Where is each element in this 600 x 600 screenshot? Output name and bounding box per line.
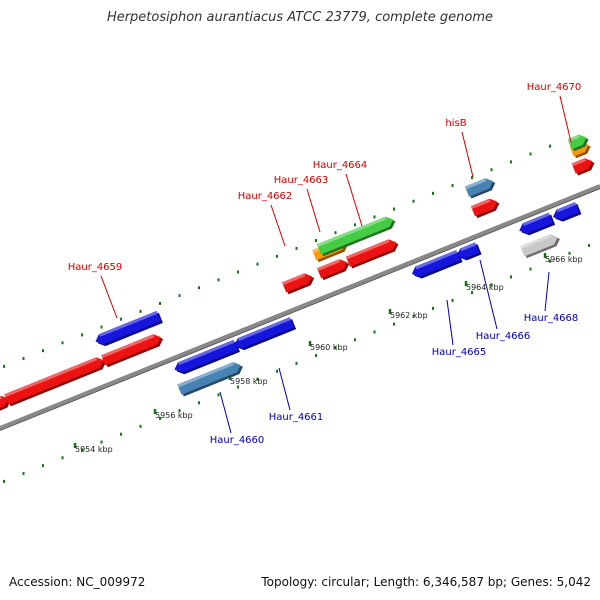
leader-line	[461, 131, 474, 178]
gene-arrow-highlight	[556, 202, 577, 213]
kbp-label: 5956 kbp	[155, 411, 193, 420]
gene-arrow-highlight	[177, 339, 235, 366]
gene-arrow	[456, 242, 482, 261]
gene-arrow	[316, 216, 396, 257]
gene-arrow	[571, 158, 595, 176]
gene-arrow	[520, 234, 560, 259]
gene-arrow-highlight	[317, 259, 341, 271]
label-leader-lines	[100, 95, 572, 434]
gene-arrow-highlight	[282, 273, 306, 286]
gene-arrow-highlight	[237, 317, 291, 341]
gene-label: Haur_4670	[527, 82, 582, 93]
gene-arrow-body	[520, 234, 558, 257]
leader-line	[270, 204, 286, 247]
leader-line	[278, 367, 291, 411]
gene-arrow-body	[234, 317, 294, 349]
gene-arrow-body	[177, 362, 241, 395]
gene-arrow-highlight	[415, 250, 458, 270]
gene-arrow	[464, 178, 496, 199]
gene-arrow-body	[519, 212, 553, 234]
gene-label: hisB	[445, 118, 466, 129]
gene-arrow-highlight	[316, 216, 387, 248]
gene-arrow-highlight	[345, 239, 390, 260]
gene-arrow-body	[470, 198, 498, 217]
kbp-label: 5954 kbp	[75, 445, 113, 454]
leader-line	[544, 271, 550, 312]
gene-arrow-body	[95, 310, 161, 345]
gene-arrow-body	[411, 250, 461, 277]
gene-arrow	[177, 362, 243, 397]
gene-label: Haur_4661	[269, 412, 324, 423]
gene-label: Haur_4664	[313, 160, 368, 171]
gene-arrow	[95, 310, 163, 347]
leader-line	[345, 173, 363, 227]
gene-arrow	[552, 202, 582, 222]
gene-arrow	[282, 273, 315, 295]
gene-arrow	[317, 259, 350, 281]
gene-label: Haur_4663	[274, 175, 329, 186]
tick-marks: 5954 kbp 5956 kbp 5958 kbp 5960 kbp 5962 kbp…	[3, 144, 590, 483]
accession-text: Accession: NC_009972	[9, 575, 146, 589]
gene-arrow	[470, 198, 500, 219]
gene-arrow	[4, 357, 107, 407]
gene-arrow-body	[101, 334, 161, 366]
genome-backbone	[0, 184, 600, 431]
kbp-label: 5966 kbp	[545, 255, 583, 264]
leader-line	[100, 275, 118, 319]
backbone-line	[0, 184, 600, 430]
gene-arrow-highlight	[522, 212, 550, 227]
gene-arrow-body	[0, 395, 9, 409]
gene-arrow-highlight	[464, 178, 487, 190]
gene-arrow-body	[456, 242, 480, 259]
gene-arrow-highlight	[98, 310, 158, 337]
kbp-label: 5958 kbp	[230, 377, 268, 386]
gene-arrow-body	[317, 259, 347, 279]
gene-arrow-body	[4, 357, 104, 405]
kbp-label: 5962 kbp	[390, 311, 428, 320]
gene-arrow	[411, 250, 463, 279]
leader-line	[559, 95, 572, 143]
leader-line	[306, 188, 321, 233]
gene-arrow	[101, 334, 164, 368]
leader-line	[479, 259, 498, 330]
gene-arrow-body	[316, 216, 394, 255]
gene-arrow-highlight	[571, 158, 586, 167]
gene-label: Haur_4662	[238, 191, 293, 202]
gene-arrow	[234, 317, 297, 351]
gene-arrow-highlight	[177, 362, 235, 388]
gene-arrow-body	[174, 339, 238, 373]
gene-arrow-highlight	[101, 334, 155, 359]
gene-arrow-body	[464, 178, 493, 197]
gene-arrow-highlight	[460, 242, 477, 252]
gene-features	[0, 134, 595, 411]
gene-arrow-highlight	[470, 198, 491, 209]
gene-arrow-highlight	[520, 234, 552, 249]
gene-arrow	[174, 339, 240, 375]
gene-arrow-body	[282, 273, 312, 293]
kbp-label: 5964 kbp	[466, 283, 504, 292]
gene-label: Haur_4659	[68, 262, 123, 273]
page-title: Herpetosiphon aurantiacus ATCC 23779, co…	[106, 10, 494, 25]
gene-label: Haur_4668	[524, 313, 579, 324]
gene-label: Haur_4666	[476, 331, 531, 342]
gene-arrow	[345, 239, 399, 269]
leader-line	[446, 299, 454, 346]
gene-labels: Haur_4659 Haur_4662 Haur_4663 Haur_4664 hisB…	[68, 82, 582, 446]
gene-label: Haur_4665	[432, 347, 487, 358]
leader-line	[219, 391, 232, 434]
gene-arrow-body	[345, 239, 397, 267]
gene-arrow-body	[552, 202, 580, 220]
gene-label: Haur_4660	[210, 435, 265, 446]
topology-text: Topology: circular; Length: 6,346,587 bp…	[261, 575, 591, 589]
gene-arrow	[519, 212, 556, 236]
kbp-label: 5960 kbp	[310, 343, 348, 352]
gene-arrow-highlight	[4, 357, 98, 398]
